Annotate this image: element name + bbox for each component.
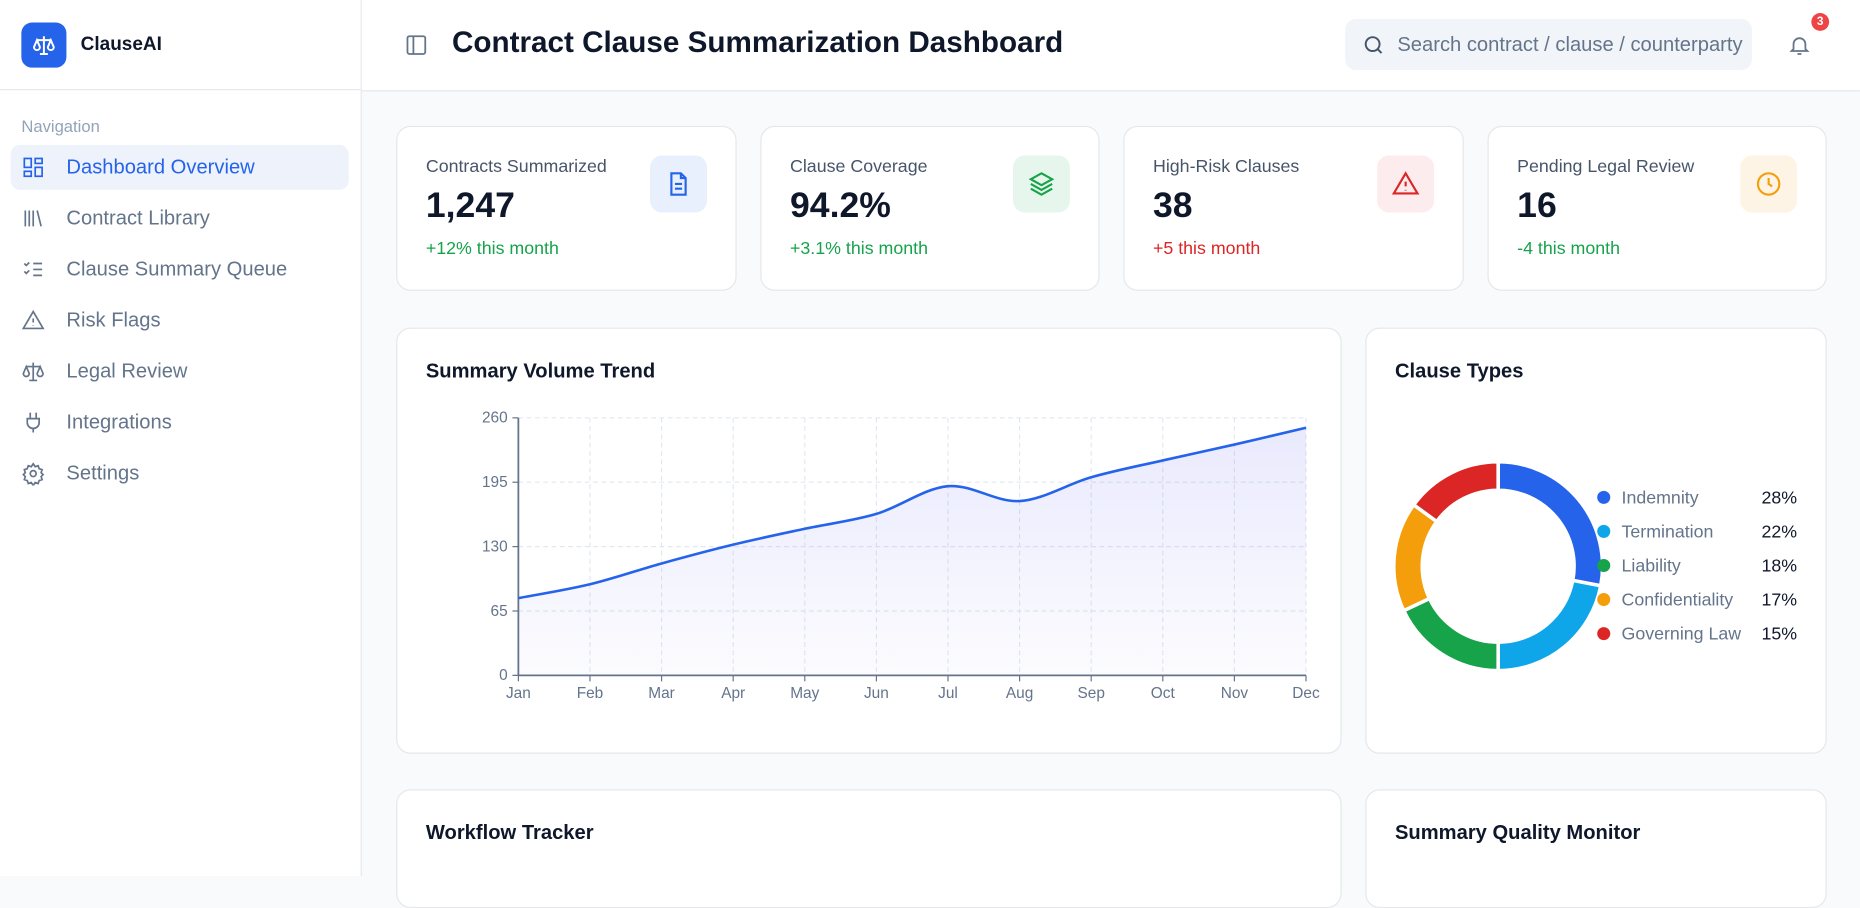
- search-placeholder: Search contract / clause / counterparty: [1397, 32, 1743, 56]
- nav-label: Legal Review: [66, 359, 188, 383]
- nav-label: Risk Flags: [66, 308, 161, 332]
- x-tick-label: Aug: [1006, 685, 1033, 702]
- legend-swatch: [1597, 524, 1611, 538]
- donut-segment: [1411, 459, 1500, 525]
- line: [518, 426, 1307, 600]
- kpi-icon: [1013, 155, 1070, 213]
- x-tick-label: Jan: [506, 685, 531, 702]
- nav-item[interactable]: Contract Library: [11, 196, 349, 241]
- donut-segment: [1496, 578, 1603, 673]
- nav-heading: Navigation: [21, 116, 100, 136]
- area: [518, 427, 1307, 676]
- line-chart-card: Summary Volume Trend 0 65 130 195 260 Jan Feb M…: [396, 327, 1342, 754]
- search-box[interactable]: Search contract / clause / counterparty: [1345, 18, 1753, 71]
- kpi-label: High-Risk Clauses: [1152, 156, 1300, 177]
- x-tick-label: Sep: [1077, 685, 1104, 702]
- panel-title: Summary Quality Monitor: [1394, 821, 1641, 844]
- x-tick-label: Nov: [1221, 685, 1249, 702]
- kpi-value: 38: [1152, 186, 1193, 226]
- donut-segment: [1401, 596, 1500, 673]
- legend-label: Governing Law: [1622, 624, 1742, 644]
- nav-item[interactable]: Dashboard Overview: [10, 144, 349, 190]
- kpi-card: Contracts Summarized 1,247 +12% this mon…: [396, 125, 737, 291]
- kpi-card: Pending Legal Review 16 -4 this month: [1487, 125, 1827, 291]
- kpi-value: 94.2%: [790, 186, 891, 226]
- kpi-icon: [1377, 155, 1435, 213]
- legend-swatch: [1597, 490, 1611, 504]
- x-tick-label: Mar: [648, 685, 675, 702]
- x-tick-label: Feb: [577, 685, 604, 702]
- donut-segment: [1496, 459, 1605, 588]
- line-chart: 0 65 130 195 260 Jan Feb Mar Apr May Jun Jul Aug Sep O…: [482, 410, 1320, 702]
- y-tick-label: 130: [482, 538, 508, 555]
- nav-label: Clause Summary Queue: [66, 257, 288, 281]
- kpi-delta: +12% this month: [425, 238, 559, 259]
- y-tick-label: 195: [482, 474, 508, 491]
- legend-swatch: [1597, 558, 1611, 573]
- legend-value: 17%: [1762, 589, 1798, 609]
- nav-label: Contract Library: [66, 206, 210, 230]
- kpi-value: 1,247: [425, 186, 515, 226]
- panel: Summary Quality Monitor: [1365, 789, 1827, 908]
- x-tick-label: Jul: [938, 685, 958, 702]
- nav-label: Integrations: [66, 410, 172, 434]
- y-tick-label: 0: [499, 667, 508, 684]
- legend-label: Indemnity: [1622, 487, 1699, 507]
- sidebar: ClauseAI Navigation Dashboard Overview C…: [0, 0, 362, 877]
- kpi-icon: [1740, 155, 1798, 213]
- kpi-label: Pending Legal Review: [1517, 156, 1695, 177]
- legend-swatch: [1597, 593, 1611, 607]
- chart-title: Clause Types: [1394, 359, 1524, 383]
- brand-name: ClauseAI: [80, 33, 162, 55]
- nav-label: Settings: [66, 461, 140, 485]
- nav-item[interactable]: Integrations: [11, 400, 349, 445]
- y-tick-label: 260: [482, 410, 508, 427]
- legend-label: Confidentiality: [1622, 589, 1734, 609]
- kpi-label: Contracts Summarized: [425, 156, 607, 177]
- legend-value: 28%: [1762, 487, 1798, 507]
- header: Contract Clause Summarization Dashboard …: [361, 0, 1860, 92]
- kpi-value: 16: [1517, 186, 1557, 226]
- x-tick-label: Oct: [1151, 685, 1176, 702]
- chart-title: Summary Volume Trend: [425, 359, 656, 383]
- nav-label: Dashboard Overview: [66, 155, 255, 179]
- x-tick-label: Dec: [1292, 685, 1320, 702]
- legend-value: 15%: [1762, 624, 1798, 644]
- donut-chart: Indemnity 28% Termination 22% Liability 18% Co…: [1392, 459, 1798, 673]
- kpi-delta: +3.1% this month: [790, 238, 928, 259]
- x-tick-label: May: [790, 685, 819, 702]
- panel: Workflow Tracker: [396, 789, 1342, 908]
- legend-label: Termination: [1622, 521, 1714, 541]
- x-tick-label: Jun: [864, 685, 889, 702]
- legend-value: 22%: [1762, 521, 1798, 541]
- panel-title: Workflow Tracker: [425, 821, 594, 844]
- kpi-label: Clause Coverage: [790, 156, 928, 177]
- legend-value: 18%: [1762, 555, 1798, 575]
- legend-swatch: [1597, 627, 1611, 641]
- donut-segment: [1392, 502, 1440, 614]
- x-tick-label: Apr: [721, 685, 745, 702]
- notifications[interactable]: [1788, 33, 1812, 57]
- y-tick-label: 65: [491, 603, 508, 620]
- kpi-delta: -4 this month: [1517, 238, 1621, 259]
- notification-badge: 3: [1811, 13, 1830, 31]
- kpi-delta: +5 this month: [1152, 238, 1261, 259]
- legend-label: Liability: [1622, 555, 1681, 575]
- logo: [21, 21, 67, 68]
- nav-item[interactable]: Risk Flags: [11, 298, 349, 343]
- nav-item[interactable]: Settings: [11, 451, 349, 496]
- pie-chart-card: Clause Types Indemnity 28% Termination 22% L…: [1365, 327, 1827, 754]
- page-title: Contract Clause Summarization Dashboard: [451, 26, 1064, 60]
- brand: ClauseAI: [0, 0, 361, 91]
- nav-item[interactable]: Clause Summary Queue: [11, 247, 349, 292]
- nav-item[interactable]: Legal Review: [11, 349, 349, 394]
- kpi-card: Clause Coverage 94.2% +3.1% this month: [760, 125, 1100, 291]
- kpi-card: High-Risk Clauses 38 +5 this month: [1123, 125, 1464, 291]
- kpi-icon: [650, 155, 707, 213]
- sidebar-toggle[interactable]: [404, 33, 428, 57]
